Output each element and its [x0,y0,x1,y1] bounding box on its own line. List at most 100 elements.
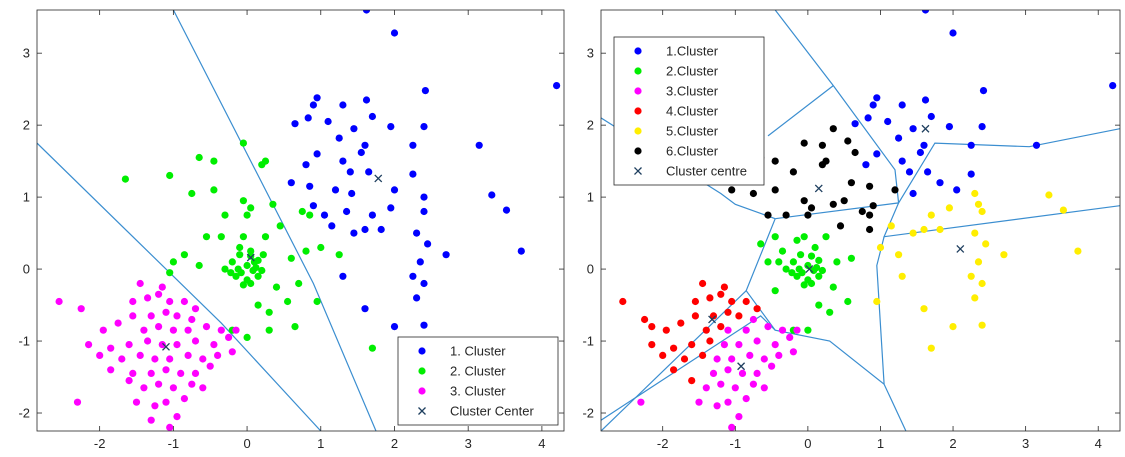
data-point [350,229,358,237]
data-point [243,211,251,219]
data-point [728,297,736,306]
data-point [232,272,240,280]
data-point [475,141,483,149]
data-point [702,326,710,334]
data-point [1000,251,1008,259]
data-point [753,305,761,313]
data-point [188,315,196,324]
data-point [717,323,725,331]
data-point [317,243,325,252]
data-point [247,252,255,260]
data-point [768,362,776,370]
data-point [815,256,823,264]
data-point [166,423,174,431]
data-point [717,290,725,298]
legend-label: 2. Cluster [450,364,506,379]
series-2 [757,233,856,334]
data-point [866,211,874,219]
data-point [807,279,816,288]
plot-content [37,10,561,431]
data-point [953,186,961,194]
data-point [847,179,856,187]
data-point [239,233,247,241]
data-point [949,323,957,331]
legend-label: Cluster Center [450,404,534,419]
data-point [949,29,957,37]
data-point [869,202,877,210]
data-point [158,283,166,291]
data-point [368,344,376,352]
y-tick-label: 0 [23,262,30,277]
data-point [724,398,732,406]
data-point [136,279,144,288]
data-point [313,150,321,158]
data-point [121,175,129,183]
data-point [967,170,975,178]
data-point [339,101,347,109]
data-point [173,312,181,320]
axes-frame [600,9,1121,432]
data-point [788,269,796,277]
cluster-boundary-line [767,85,834,137]
data-point [114,319,122,327]
data-point [259,251,267,259]
data-point [173,341,181,349]
data-point [847,254,856,262]
data-point [753,369,761,377]
data-point [99,326,107,334]
data-point [680,355,689,363]
data-point [731,384,739,392]
data-point [619,297,627,306]
data-point [155,380,163,388]
y-tick-label: 1 [587,190,594,205]
data-point [214,351,222,359]
data-point [416,258,424,266]
data-point [162,398,170,406]
data-point [709,369,718,377]
legend-marker [418,347,426,355]
y-tick-label: -1 [582,334,594,349]
data-point [335,134,343,142]
data-point [742,395,750,403]
data-point [793,272,801,280]
series-6 [728,125,899,234]
data-point [851,148,859,157]
data-point [368,112,376,121]
data-point [291,323,299,331]
data-point [390,186,399,194]
data-point [239,281,247,289]
data-point [706,337,714,345]
data-point [227,269,235,277]
series-3 [55,279,240,431]
x-tick-label: -2 [94,436,106,451]
data-point [180,395,188,403]
data-point [873,297,881,306]
x-tick-label: 2 [949,436,956,451]
data-point [898,101,906,109]
data-point [73,398,82,406]
data-point [147,312,155,320]
data-point [210,157,218,165]
data-point [869,101,877,109]
data-point [236,243,244,252]
data-point [195,261,203,270]
data-point [851,120,859,128]
legend-label: 5.Cluster [666,124,719,139]
cluster-centers [708,124,965,371]
x-tick-label: 0 [243,436,250,451]
data-point [206,362,214,370]
cluster-center-marker [246,253,255,262]
data-point [793,326,801,334]
data-point [140,384,148,392]
cluster-plot-3-clusters: -2 -1 0 1 2 3 4 -2 -1 0 1 2 3 1. Cluster 2. Cluster 3. … [18,9,565,451]
data-point [786,333,794,341]
data-point [162,366,170,374]
data-point [147,416,155,424]
data-point [927,211,935,219]
data-point [720,283,729,291]
legend-label: 2.Cluster [666,64,719,79]
series-3 [637,315,801,431]
data-point [691,297,700,306]
data-point [807,204,816,212]
data-point [742,326,750,334]
